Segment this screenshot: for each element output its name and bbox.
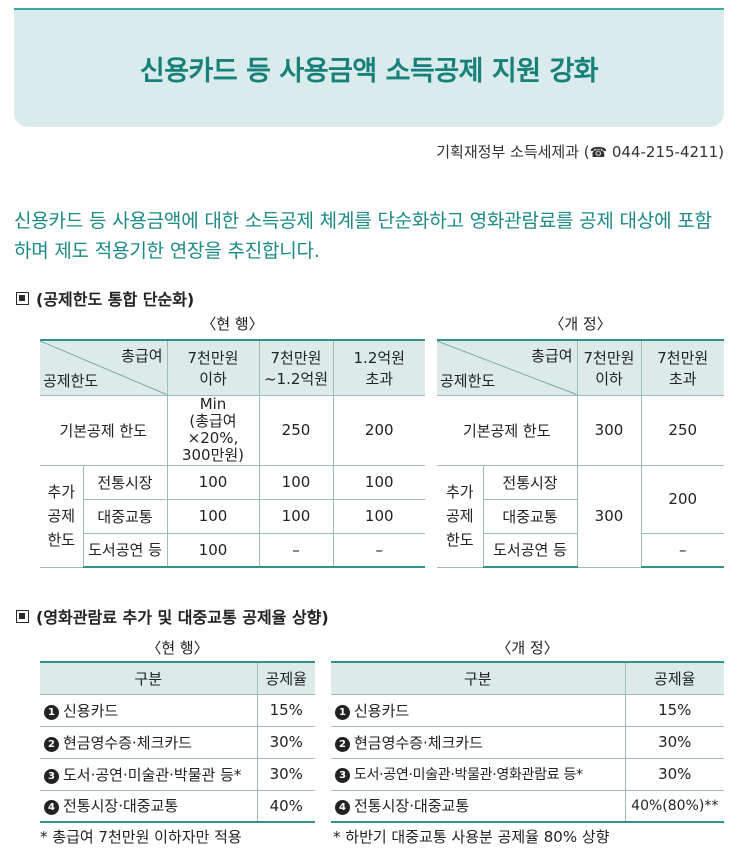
table-cell: 250 bbox=[258, 394, 334, 466]
row-label: 전통시장 bbox=[82, 464, 168, 500]
circled-number-icon: 3 bbox=[44, 768, 59, 784]
table-row-label: 3 도서·공연·미술관·박물관·영화관람료 등* bbox=[331, 757, 626, 791]
column-header: 구분 bbox=[331, 661, 626, 695]
circled-number-icon: 4 bbox=[335, 800, 350, 816]
section1-heading: (공제한도 통합 단순화) bbox=[16, 286, 194, 310]
row-group-label: 추가 공제 한도 bbox=[437, 464, 484, 568]
table-row-label: 2 현금영수증·체크카드 bbox=[40, 725, 258, 759]
row-label: 대중교통 bbox=[83, 498, 168, 534]
diagonal-header: 총급여 공제한도 bbox=[40, 339, 168, 396]
table-cell: Min (총급여×20%, 300만원) bbox=[166, 394, 260, 466]
table-cell: 100 bbox=[166, 532, 260, 568]
table-cell: – bbox=[640, 532, 724, 568]
table-cell: 100 bbox=[332, 498, 425, 534]
top-accent-line bbox=[14, 8, 724, 10]
table-cell: 30% bbox=[256, 757, 315, 791]
table-cell: 100 bbox=[258, 464, 334, 500]
section2-current-caption: 〈현 행〉 bbox=[146, 639, 209, 657]
table-cell: 30% bbox=[624, 757, 724, 791]
column-header: 구분 bbox=[40, 661, 258, 695]
department-phone: 044-215-4211) bbox=[611, 143, 724, 161]
phone-icon: ☎ bbox=[589, 145, 608, 161]
table-row-label: 2 현금영수증·체크카드 bbox=[331, 725, 626, 759]
circled-number-icon: 3 bbox=[335, 768, 350, 783]
table-row-label: 1 신용카드 bbox=[331, 693, 626, 727]
table-cell: 100 bbox=[332, 464, 425, 500]
table-row-label: 1 신용카드 bbox=[40, 693, 258, 727]
row-label: 기본공제 한도 bbox=[437, 394, 578, 466]
section2-revised-note: * 하반기 대중교통 사용분 공제율 80% 상향 bbox=[333, 828, 610, 846]
section2-heading-text: (영화관람료 추가 및 대중교통 공제율 상향) bbox=[36, 608, 329, 627]
section1-current-table: 총급여 공제한도 7천만원 이하 7천만원 ~1.2억원 1.2억원 초과 기본… bbox=[40, 339, 425, 568]
table-cell: 100 bbox=[166, 464, 260, 500]
column-header: 공제율 bbox=[256, 661, 315, 695]
column-header: 공제율 bbox=[624, 661, 724, 695]
diag-top-label: 총급여 bbox=[121, 347, 163, 365]
circled-number-icon: 4 bbox=[44, 800, 59, 816]
lead-paragraph: 신용카드 등 사용금액에 대한 소득공제 체계를 단순화하고 영화관람료를 공제… bbox=[14, 210, 712, 262]
table-cell: 200 bbox=[640, 464, 724, 534]
column-header: 1.2억원 초과 bbox=[332, 339, 425, 396]
department-name: 기획재정부 소득세제과 ( bbox=[436, 143, 590, 161]
page-title: 신용카드 등 사용금액 소득공제 지원 강화 bbox=[139, 56, 599, 87]
table-cell: 15% bbox=[256, 693, 315, 727]
row-group-label: 추가 공제 한도 bbox=[40, 464, 84, 568]
section2-current-note: * 총급여 7천만원 이하자만 적용 bbox=[40, 828, 242, 846]
circled-number-icon: 1 bbox=[44, 704, 59, 720]
table-row-label: 3 도서·공연·미술관·박물관 등* bbox=[40, 757, 258, 791]
table-row-label: 4 전통시장·대중교통 bbox=[40, 789, 258, 823]
department-contact: 기획재정부 소득세제과 (☎ 044-215-4211) bbox=[436, 141, 724, 162]
section1-revised-caption: 〈개 정〉 bbox=[549, 315, 612, 333]
diag-bottom-label: 공제한도 bbox=[43, 371, 99, 390]
table-cell: 40% bbox=[256, 789, 315, 823]
table-row-label: 4 전통시장·대중교통 bbox=[331, 789, 626, 823]
table-cell: – bbox=[258, 532, 334, 568]
column-header: 7천만원 이하 bbox=[166, 339, 260, 396]
diag-bottom-label: 공제한도 bbox=[440, 371, 496, 390]
circled-number-icon: 2 bbox=[335, 736, 350, 752]
table-cell: 15% bbox=[624, 693, 724, 727]
title-banner: 신용카드 등 사용금액 소득공제 지원 강화 bbox=[14, 10, 724, 127]
table-cell: 100 bbox=[258, 498, 334, 534]
section2-revised-table: 구분 공제율 1 신용카드 15% 2 현금영수증·체크카드 30% 3 도서·공연·… bbox=[331, 661, 724, 823]
diag-top-label: 총급여 bbox=[531, 347, 573, 365]
row-label: 도서공연 등 bbox=[483, 532, 578, 568]
row-label: 기본공제 한도 bbox=[40, 394, 168, 466]
column-header: 7천만원 초과 bbox=[640, 339, 724, 396]
row-label: 대중교통 bbox=[483, 498, 577, 534]
section2-current-table: 구분 공제율 1 신용카드 15% 2 현금영수증·체크카드 30% 3 도서·공연·… bbox=[40, 661, 315, 823]
table-cell: 40%(80%)** bbox=[624, 789, 724, 823]
table-cell: 300 bbox=[576, 464, 642, 568]
table-cell: 300 bbox=[576, 394, 642, 466]
section1-revised-table: 총급여 공제한도 7천만원 이하 7천만원 초과 기본공제 한도 300 250… bbox=[437, 339, 724, 568]
row-label: 도서공연 등 bbox=[83, 532, 168, 568]
section1-current-caption: 〈현 행〉 bbox=[201, 315, 264, 333]
section2-revised-caption: 〈개 정〉 bbox=[496, 639, 559, 657]
table-cell: – bbox=[332, 532, 425, 568]
section1-heading-text: (공제한도 통합 단순화) bbox=[36, 290, 195, 309]
section2-heading: (영화관람료 추가 및 대중교통 공제율 상향) bbox=[16, 604, 329, 628]
square-bullet-icon bbox=[16, 609, 29, 623]
diagonal-header: 총급여 공제한도 bbox=[437, 339, 578, 396]
row-label: 전통시장 bbox=[482, 464, 578, 500]
table-cell: 200 bbox=[332, 394, 425, 466]
circled-number-icon: 1 bbox=[335, 704, 350, 720]
column-header: 7천만원 이하 bbox=[576, 339, 642, 396]
table-cell: 30% bbox=[624, 725, 724, 759]
table-cell: 250 bbox=[640, 394, 724, 466]
table-cell: 30% bbox=[256, 725, 315, 759]
square-bullet-icon bbox=[16, 291, 29, 305]
table-cell: 100 bbox=[166, 498, 260, 534]
column-header: 7천만원 ~1.2억원 bbox=[258, 339, 334, 396]
circled-number-icon: 2 bbox=[44, 736, 59, 752]
